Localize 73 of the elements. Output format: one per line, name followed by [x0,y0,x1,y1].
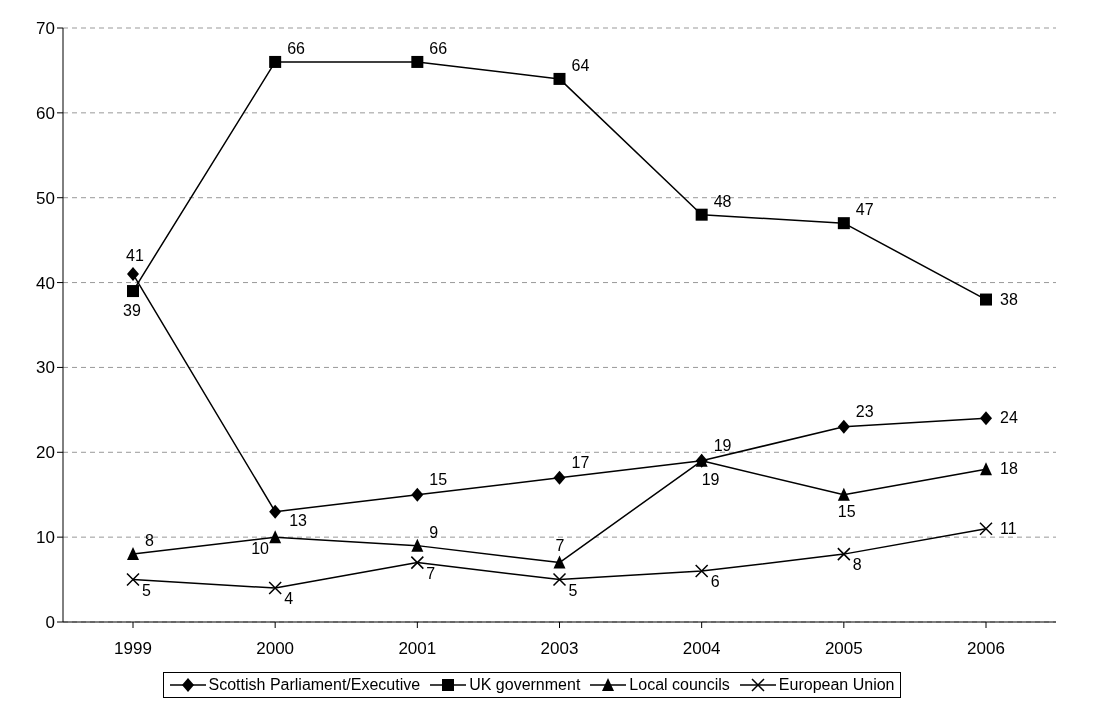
point [127,285,139,298]
y-tick-label: 0 [45,613,55,633]
point [553,470,566,485]
legend-label: Scottish Parliament/Executive [208,676,421,694]
data-label: 19 [701,470,720,488]
x-tick-label: 2000 [256,639,295,659]
data-label: 6 [710,573,720,591]
point [410,555,425,570]
point [269,55,282,68]
point [553,72,566,85]
point [695,208,708,221]
data-label: 23 [855,402,874,420]
data-label: 41 [126,247,144,265]
data-label: 10 [251,540,270,558]
y-tick-label: 50 [36,188,55,208]
y-tick-label: 30 [36,358,55,378]
data-label: 48 [713,192,732,210]
point [127,547,139,561]
legend-label: UK government [469,676,581,694]
point [837,487,850,501]
data-label: 5 [568,581,578,599]
x-tick-label: 2006 [967,639,1005,659]
point [694,564,709,578]
point [980,293,992,306]
y-tick-label: 10 [36,528,55,548]
x-tick-label: 2004 [682,639,721,659]
y-tick-label: 40 [36,273,55,293]
data-label: 38 [1000,290,1018,308]
point [980,411,992,426]
data-label: 24 [1000,409,1018,427]
data-label: 8 [145,532,154,550]
point [411,487,424,502]
data-label: 15 [429,470,448,488]
data-label: 7 [426,564,436,582]
data-label: 9 [429,523,439,541]
data-label: 66 [429,39,448,57]
point [411,538,424,552]
data-label: 8 [852,556,862,574]
data-label: 7 [555,536,565,554]
point [553,555,566,569]
point [127,267,139,282]
data-label: 66 [287,39,306,57]
point [269,530,282,544]
x-tick-label: 2005 [824,639,863,659]
y-tick-label: 70 [36,19,55,39]
point [837,217,850,230]
point [552,572,567,587]
data-label: 17 [571,453,590,471]
y-tick-label: 60 [36,103,55,123]
data-label: 39 [123,302,141,320]
y-tick-label: 20 [36,443,55,463]
x-tick-label: 1999 [114,639,152,659]
point [411,55,424,68]
legend-label: European Union [778,676,895,694]
data-label: 11 [1000,519,1017,537]
point [837,419,850,434]
legend-label: Local councils [629,676,730,694]
point [837,547,851,561]
data-label: 64 [571,56,590,74]
point [268,581,282,595]
data-label: 15 [837,502,856,520]
point [979,521,993,536]
data-label: 19 [713,436,732,454]
x-tick-label: 2003 [540,639,579,659]
data-label: 47 [855,201,874,219]
data-label: 13 [289,511,308,529]
x-tick-label: 2001 [398,639,437,659]
data-label: 5 [142,581,151,599]
data-label: 4 [284,590,294,608]
point [126,572,140,587]
point [269,504,282,519]
data-label: 18 [1000,460,1018,478]
point [980,462,992,476]
